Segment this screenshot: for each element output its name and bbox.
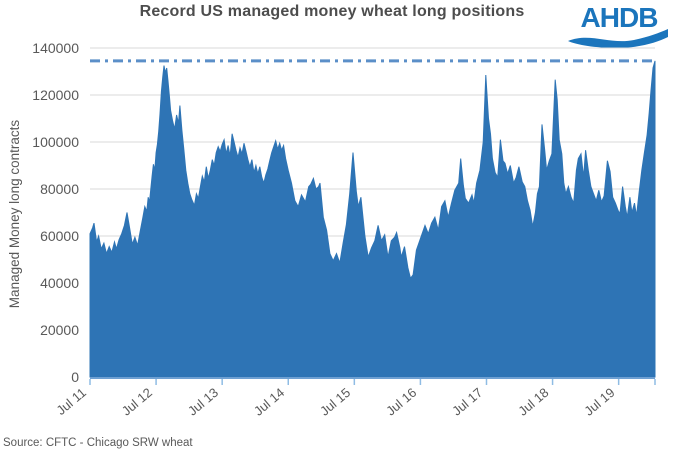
x-tick-label: Jul 17 [449, 385, 485, 419]
y-tick-label: 40000 [40, 275, 79, 291]
y-tick-label: 80000 [40, 181, 79, 197]
x-tick-label: Jul 15 [317, 385, 353, 419]
y-tick-label: 0 [71, 369, 79, 385]
y-tick-label: 60000 [40, 228, 79, 244]
y-tick-label: 120000 [32, 87, 79, 103]
ahdb-wave-icon [568, 29, 668, 48]
x-tick-label: Jul 18 [515, 385, 551, 419]
y-tick-label: 20000 [40, 322, 79, 338]
x-tick-label: Jul 16 [383, 385, 419, 419]
x-tick-label: Jul 19 [581, 385, 617, 419]
x-tick-label: Jul 14 [251, 385, 287, 419]
chart-title: Record US managed money wheat long posit… [139, 3, 525, 20]
ahdb-logo: AHDB [568, 4, 670, 48]
y-tick-label: 100000 [32, 134, 79, 150]
x-tick-label: Jul 13 [185, 385, 221, 419]
y-tick-label: 140000 [32, 40, 79, 56]
ahdb-logo-text: AHDB [580, 2, 659, 33]
managed-money-area-series [89, 60, 656, 378]
x-tick-label: Jul 12 [119, 385, 155, 419]
x-tick-label: Jul 11 [53, 385, 88, 418]
source-note: Source: CFTC - Chicago SRW wheat [3, 437, 193, 449]
